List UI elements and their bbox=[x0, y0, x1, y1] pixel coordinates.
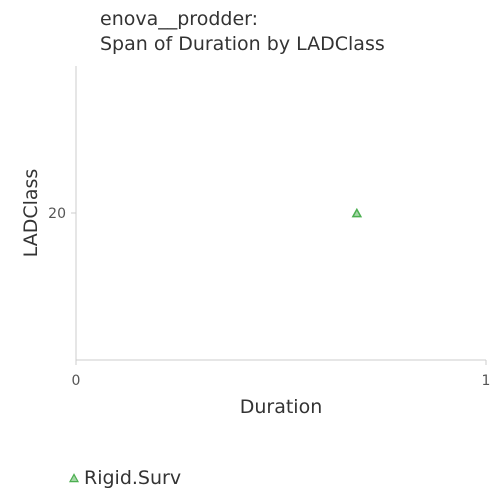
legend-label-rigid-surv: Rigid.Surv bbox=[84, 467, 181, 489]
legend[interactable]: Rigid.Surv bbox=[68, 467, 181, 489]
chart-title-line-1: enova__prodder: bbox=[100, 8, 258, 30]
x-tick-label: 0 bbox=[72, 373, 81, 389]
x-tick-label: 1 bbox=[482, 373, 491, 389]
chart-title-line-2: Span of Duration by LADClass bbox=[100, 33, 385, 55]
y-tick-label: 20 bbox=[48, 206, 66, 222]
legend-marker-triangle-icon bbox=[68, 473, 80, 483]
x-axis-label: Duration bbox=[240, 396, 323, 418]
data-points bbox=[351, 207, 363, 218]
y-axis-label: LADClass bbox=[20, 169, 42, 258]
data-point-triangle[interactable] bbox=[351, 207, 363, 218]
y-axis-ticks: 20 bbox=[48, 206, 76, 222]
